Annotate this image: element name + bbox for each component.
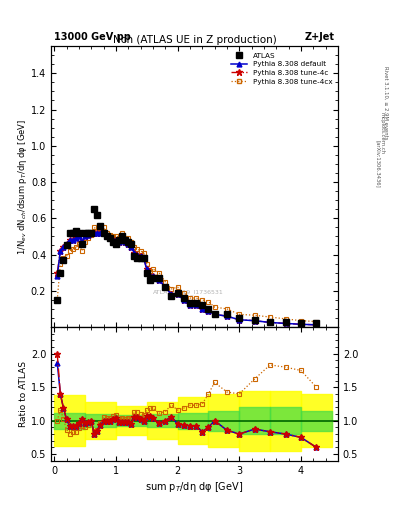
Legend: ATLAS, Pythia 8.308 default, Pythia 8.308 tune-4c, Pythia 8.308 tune-4cx: ATLAS, Pythia 8.308 default, Pythia 8.30… [229, 50, 334, 88]
Y-axis label: Ratio to ATLAS: Ratio to ATLAS [19, 361, 28, 427]
X-axis label: sum p$_{T}$/dη dφ [GeV]: sum p$_{T}$/dη dφ [GeV] [145, 480, 244, 494]
Text: [arXiv:1306.3436]: [arXiv:1306.3436] [375, 140, 380, 188]
Y-axis label: 1/N$_{ev}$ dN$_{ch}$/dsum p$_{T}$/dη dφ [GeV]: 1/N$_{ev}$ dN$_{ch}$/dsum p$_{T}$/dη dφ … [17, 119, 29, 254]
Text: Rivet 3.1.10, ≥ 2.9M events: Rivet 3.1.10, ≥ 2.9M events [383, 66, 388, 139]
Text: Z+Jet: Z+Jet [305, 32, 335, 42]
Text: ATLAS_2019_I1736531: ATLAS_2019_I1736531 [153, 289, 224, 295]
Text: mcplots.cern.ch: mcplots.cern.ch [379, 112, 384, 154]
Title: Nch (ATLAS UE in Z production): Nch (ATLAS UE in Z production) [113, 35, 276, 45]
Text: 13000 GeV pp: 13000 GeV pp [54, 32, 131, 42]
